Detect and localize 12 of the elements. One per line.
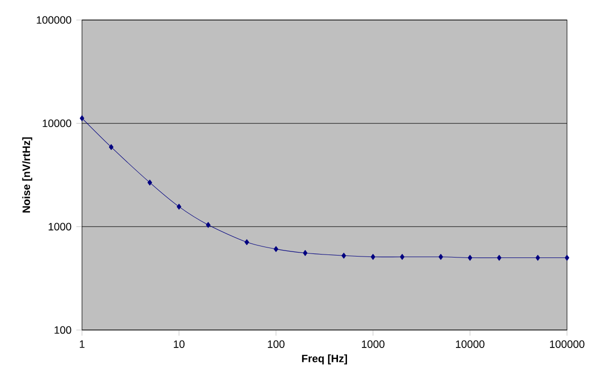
y-tick-label: 100000	[36, 16, 72, 24]
x-tick-label: 100	[268, 340, 284, 348]
y-tick-label: 10000	[42, 120, 72, 128]
y-tick-label: 100	[54, 326, 72, 334]
y-axis-title: Noise [nV/rtHz]	[22, 137, 32, 213]
x-tick-label: 1000	[362, 340, 384, 348]
x-tick-label: 1	[80, 340, 84, 348]
x-tick-label: 100000	[550, 340, 584, 348]
y-tick-label: 1000	[48, 222, 72, 230]
x-tick-label: 10000	[456, 340, 484, 348]
x-tick-label: 10	[174, 340, 185, 348]
x-axis-title: Freq [Hz]	[302, 354, 347, 364]
